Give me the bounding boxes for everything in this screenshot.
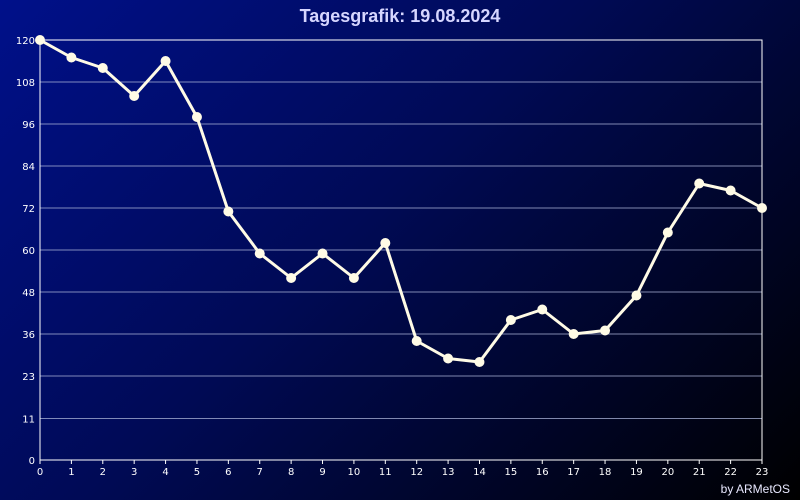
data-point <box>254 248 265 259</box>
data-points <box>35 35 767 367</box>
x-tick-label: 2 <box>100 467 106 478</box>
x-tick-label: 8 <box>288 467 294 478</box>
y-tick-labels: 0 11 23 36 48 60 72 84 96 108 120 <box>16 36 35 467</box>
y-tick-label: 120 <box>16 36 35 47</box>
data-point <box>286 273 297 283</box>
data-point <box>380 238 391 248</box>
data-point <box>474 357 485 367</box>
x-tick-label: 14 <box>473 467 486 478</box>
plot-frame <box>39 39 763 461</box>
data-point <box>631 290 642 301</box>
y-tick-label: 36 <box>22 330 35 341</box>
y-tick-label: 48 <box>22 288 35 299</box>
x-tick-label: 3 <box>131 467 137 478</box>
y-tick-label: 96 <box>22 120 35 131</box>
data-point <box>600 325 611 336</box>
x-tick-label: 6 <box>225 467 231 478</box>
x-tick-label: 11 <box>379 467 392 478</box>
x-tick-label: 9 <box>319 467 325 478</box>
data-point <box>537 304 548 315</box>
x-tick-label: 10 <box>348 467 361 478</box>
data-point <box>725 185 736 196</box>
data-point <box>160 56 171 66</box>
data-point <box>129 91 140 101</box>
x-tick-label: 18 <box>599 467 612 478</box>
data-point <box>568 329 579 339</box>
x-tick-label: 5 <box>194 467 200 478</box>
data-point <box>348 273 359 283</box>
y-tick-label: 23 <box>22 372 35 383</box>
x-tick-label: 13 <box>442 467 455 478</box>
y-tick-label: 0 <box>29 456 35 467</box>
y-tick-label: 108 <box>16 78 35 89</box>
data-point <box>223 206 234 217</box>
data-point <box>694 178 705 189</box>
x-tick-label: 20 <box>661 467 674 478</box>
series-polyline <box>39 38 763 364</box>
axes <box>39 39 763 464</box>
x-tick-label: 17 <box>567 467 580 478</box>
x-tick-label: 7 <box>257 467 263 478</box>
x-tick-label: 19 <box>630 467 643 478</box>
data-point <box>97 63 108 73</box>
data-point <box>411 336 422 346</box>
x-tick-label: 23 <box>756 467 769 478</box>
data-point <box>505 315 516 325</box>
x-tick-labels: 0 1 2 3 4 5 6 7 8 9 10 11 12 13 14 15 16 17 18 19 20 21 22 23 <box>37 467 769 478</box>
grid-lines <box>40 39 762 461</box>
chart-title: Tagesgrafik: 19.08.2024 <box>299 6 501 26</box>
data-point <box>662 227 673 238</box>
credit-label: by ARMetOS <box>720 482 790 496</box>
x-tick-label: 16 <box>536 467 549 478</box>
data-point <box>191 112 202 122</box>
data-point <box>35 35 45 45</box>
data-point <box>757 203 767 213</box>
x-tick-label: 4 <box>162 467 168 478</box>
data-point <box>66 52 77 63</box>
data-point <box>317 248 328 259</box>
y-tick-label: 84 <box>22 162 35 173</box>
x-tick-label: 0 <box>37 467 43 478</box>
series-line <box>39 38 763 364</box>
x-tick-label: 15 <box>505 467 518 478</box>
data-point <box>443 353 454 364</box>
x-tick-label: 21 <box>693 467 706 478</box>
y-tick-label: 72 <box>22 204 35 215</box>
x-tick-label: 1 <box>68 467 74 478</box>
y-tick-label: 60 <box>22 246 35 257</box>
x-tick-label: 22 <box>724 467 737 478</box>
y-tick-label: 11 <box>22 414 35 425</box>
x-tick-label: 12 <box>410 467 423 478</box>
